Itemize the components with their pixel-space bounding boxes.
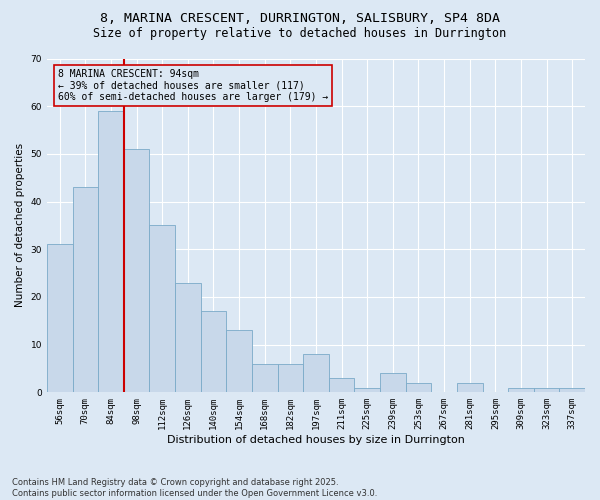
Bar: [278, 364, 303, 392]
Text: 8 MARINA CRESCENT: 94sqm
← 39% of detached houses are smaller (117)
60% of semi-: 8 MARINA CRESCENT: 94sqm ← 39% of detach…: [58, 68, 328, 102]
Bar: [329, 378, 355, 392]
Bar: [380, 374, 406, 392]
Bar: [200, 312, 226, 392]
Bar: [508, 388, 534, 392]
Bar: [149, 226, 175, 392]
Bar: [355, 388, 380, 392]
Bar: [124, 149, 149, 392]
Bar: [406, 383, 431, 392]
Bar: [252, 364, 278, 392]
Bar: [457, 383, 482, 392]
Bar: [534, 388, 559, 392]
Bar: [175, 282, 200, 393]
X-axis label: Distribution of detached houses by size in Durrington: Distribution of detached houses by size …: [167, 435, 465, 445]
Bar: [226, 330, 252, 392]
Bar: [559, 388, 585, 392]
Text: Contains HM Land Registry data © Crown copyright and database right 2025.
Contai: Contains HM Land Registry data © Crown c…: [12, 478, 377, 498]
Bar: [98, 111, 124, 392]
Text: Size of property relative to detached houses in Durrington: Size of property relative to detached ho…: [94, 28, 506, 40]
Y-axis label: Number of detached properties: Number of detached properties: [15, 144, 25, 308]
Bar: [73, 188, 98, 392]
Bar: [303, 354, 329, 393]
Bar: [47, 244, 73, 392]
Text: 8, MARINA CRESCENT, DURRINGTON, SALISBURY, SP4 8DA: 8, MARINA CRESCENT, DURRINGTON, SALISBUR…: [100, 12, 500, 26]
